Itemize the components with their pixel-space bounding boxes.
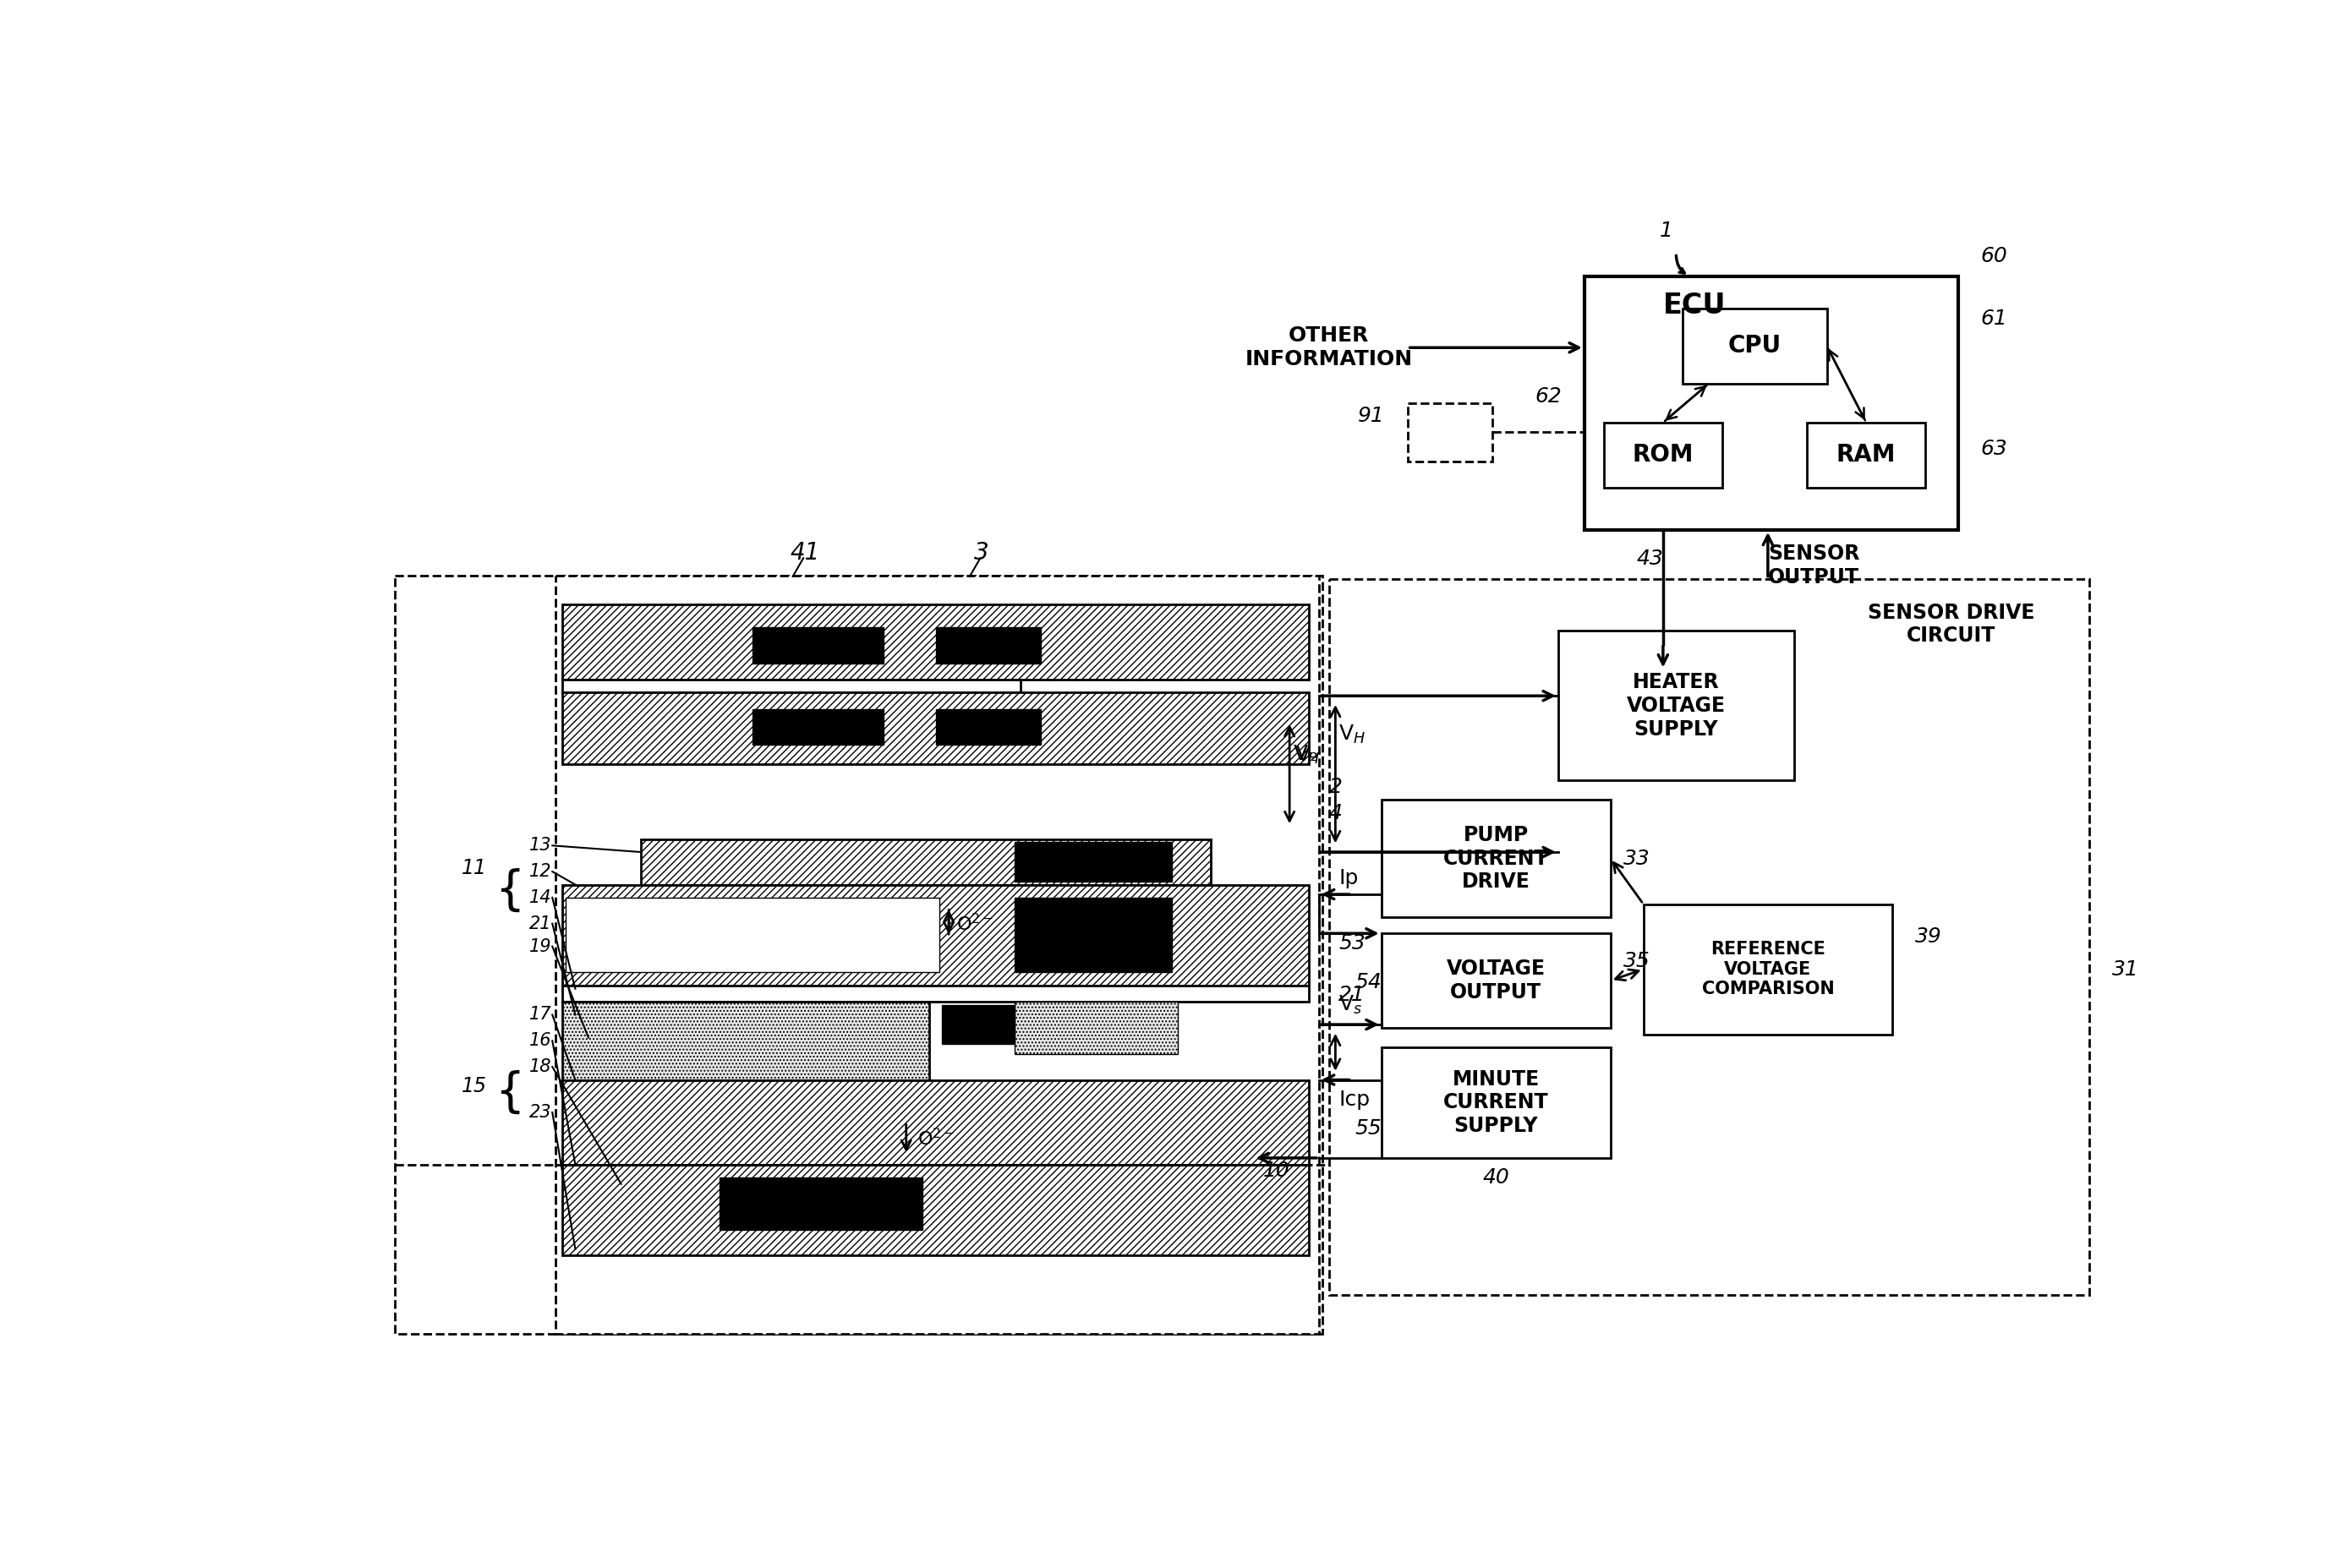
Text: 41: 41 — [789, 541, 819, 564]
Bar — [1684, 309, 1827, 384]
Bar — [751, 709, 883, 745]
Text: SENSOR
OUTPUT: SENSOR OUTPUT — [1768, 544, 1860, 588]
Text: 11: 11 — [463, 858, 486, 878]
Text: OTHER
INFORMATION: OTHER INFORMATION — [1244, 326, 1413, 370]
Bar — [566, 897, 939, 972]
Text: Ip: Ip — [1338, 869, 1359, 887]
Bar — [561, 884, 1310, 985]
Text: 17: 17 — [528, 1007, 552, 1024]
Text: 4: 4 — [1329, 803, 1343, 823]
Text: 54: 54 — [1355, 972, 1383, 993]
Text: V$_H$: V$_H$ — [1294, 743, 1320, 765]
Text: 18: 18 — [528, 1058, 552, 1076]
Text: {: { — [495, 1069, 524, 1116]
Text: V$_s$: V$_s$ — [1338, 994, 1362, 1016]
Bar — [1014, 842, 1172, 881]
Text: 55: 55 — [1355, 1118, 1383, 1138]
Bar — [1381, 1047, 1611, 1157]
Bar — [561, 1165, 1310, 1256]
Text: 15: 15 — [463, 1076, 486, 1096]
Text: Icp: Icp — [1338, 1090, 1369, 1110]
Text: 53: 53 — [1338, 933, 1367, 953]
Bar — [1014, 897, 1172, 972]
Bar — [1604, 422, 1721, 488]
Text: 91: 91 — [1357, 406, 1385, 426]
Text: 12: 12 — [528, 862, 552, 880]
Text: 60: 60 — [1982, 246, 2008, 267]
Bar — [561, 605, 1310, 679]
Bar — [641, 839, 1212, 884]
Bar — [1644, 905, 1892, 1035]
Text: CPU: CPU — [1728, 334, 1782, 358]
Text: 1: 1 — [1660, 221, 1674, 240]
Bar — [1381, 800, 1611, 917]
Text: RAM: RAM — [1836, 444, 1895, 467]
Text: 21: 21 — [528, 916, 552, 931]
Bar — [561, 1080, 1310, 1165]
Bar — [1559, 630, 1794, 781]
Text: 14: 14 — [528, 889, 552, 906]
Text: O$^{2-}$: O$^{2-}$ — [918, 1127, 953, 1149]
Text: 19: 19 — [528, 938, 552, 955]
Bar — [1381, 933, 1611, 1027]
Bar — [1406, 403, 1493, 461]
Text: 3: 3 — [974, 541, 989, 564]
Text: 40: 40 — [1482, 1167, 1510, 1187]
Bar — [1585, 276, 1958, 530]
Bar — [935, 627, 1040, 663]
Text: SENSOR DRIVE
CIRCUIT: SENSOR DRIVE CIRCUIT — [1869, 602, 2036, 646]
Bar — [935, 709, 1040, 745]
Text: 31: 31 — [2111, 960, 2139, 980]
Text: ROM: ROM — [1632, 444, 1693, 467]
Bar — [942, 1005, 1014, 1044]
Text: VOLTAGE
OUTPUT: VOLTAGE OUTPUT — [1446, 958, 1545, 1002]
Bar — [394, 575, 1322, 1334]
Text: 23: 23 — [528, 1104, 552, 1121]
Text: 35: 35 — [1625, 950, 1651, 971]
Text: 13: 13 — [528, 837, 552, 855]
Bar — [561, 679, 1021, 693]
Bar — [561, 1002, 930, 1080]
Text: 16: 16 — [528, 1032, 552, 1049]
Text: 33: 33 — [1625, 848, 1651, 869]
Text: 39: 39 — [1916, 927, 1942, 947]
Bar — [561, 693, 1310, 764]
Bar — [1329, 579, 2090, 1295]
Bar — [718, 1178, 923, 1229]
Text: V₂: V₂ — [1296, 745, 1320, 765]
Bar — [751, 627, 883, 663]
Text: 2: 2 — [1329, 776, 1343, 797]
Text: 62: 62 — [1536, 386, 1561, 406]
Text: 21: 21 — [1338, 985, 1367, 1005]
Text: ECU: ECU — [1662, 292, 1726, 320]
Text: MINUTE
CURRENT
SUPPLY: MINUTE CURRENT SUPPLY — [1444, 1069, 1550, 1137]
Text: V$_H$: V$_H$ — [1338, 724, 1367, 746]
Text: {: { — [495, 869, 524, 914]
Text: PUMP
CURRENT
DRIVE: PUMP CURRENT DRIVE — [1444, 825, 1550, 892]
Bar — [1808, 422, 1925, 488]
Bar — [556, 575, 1320, 1334]
Text: 63: 63 — [1982, 439, 2008, 459]
Text: O$^{2-}$: O$^{2-}$ — [956, 913, 993, 935]
Text: HEATER
VOLTAGE
SUPPLY: HEATER VOLTAGE SUPPLY — [1627, 673, 1726, 739]
Text: 43: 43 — [1637, 549, 1665, 569]
Text: REFERENCE
VOLTAGE
COMPARISON: REFERENCE VOLTAGE COMPARISON — [1702, 941, 1834, 997]
Bar — [1014, 1002, 1179, 1054]
Text: 61: 61 — [1982, 309, 2008, 328]
Text: 10: 10 — [1263, 1160, 1289, 1181]
Bar — [561, 985, 1310, 1002]
